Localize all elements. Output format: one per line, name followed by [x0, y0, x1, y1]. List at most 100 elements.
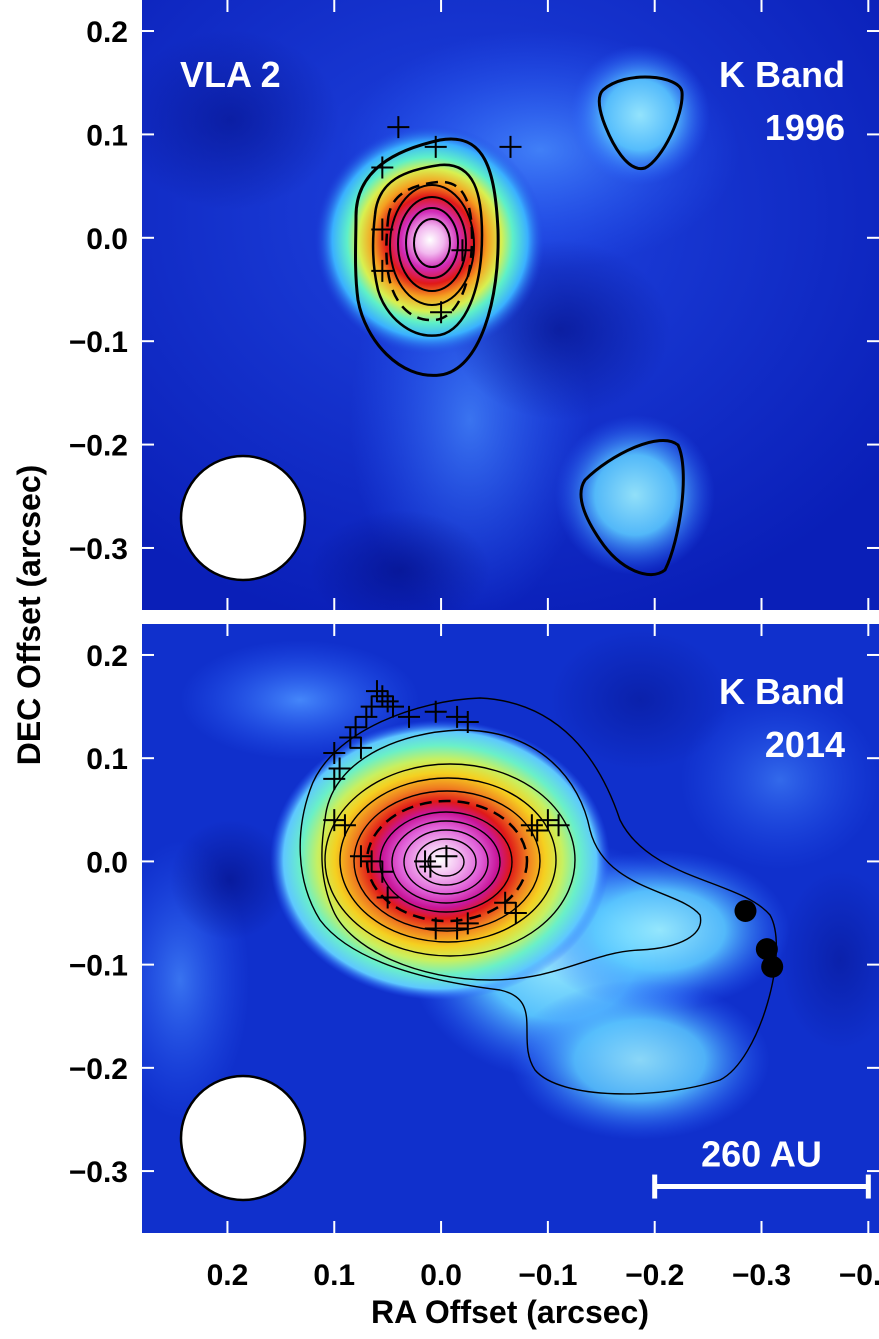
top-maser-cross [430, 301, 453, 324]
bottom-maser-cross [355, 705, 378, 728]
top-maser-cross [424, 135, 447, 158]
bottom-maser-crosses [323, 680, 570, 940]
x-tick-label: 0.1 [313, 1259, 355, 1292]
top-contours [354, 75, 685, 576]
bottom-maser-cross [414, 850, 437, 873]
top-label-band: K Band [719, 54, 845, 95]
scale-bar: 260 AU [652, 1134, 871, 1199]
top-contour-ne-blob [597, 75, 684, 170]
bottom-maser-cross [376, 690, 399, 713]
bottom-contour-9 [403, 829, 489, 895]
top-maser-cross [499, 135, 522, 158]
bottom-y-tick-label: 0.2 [86, 640, 128, 673]
bottom-maser-cross [371, 860, 394, 883]
bottom-dot [761, 955, 784, 978]
bottom-maser-cross [424, 917, 447, 940]
bottom-y-tick-label: −0.1 [69, 950, 128, 983]
bottom-dot [755, 938, 778, 961]
bottom-maser-cross [456, 912, 479, 935]
bottom-maser-cross [339, 726, 362, 749]
x-axis-title: RA Offset (arcsec) [371, 1294, 649, 1330]
bottom-maser-cross [547, 814, 570, 837]
bottom-label-band: K Band [719, 671, 845, 712]
top-contour-7 [413, 218, 451, 268]
bottom-contour-5 [353, 790, 541, 932]
top-y-tick-label: −0.1 [69, 326, 128, 359]
top-maser-cross [387, 116, 410, 139]
bottom-maser-cross [349, 845, 372, 868]
x-tick-label: 0.2 [207, 1259, 249, 1292]
top-heatmap [142, 0, 879, 610]
bottom-maser-cross [360, 850, 383, 873]
bottom-contour-8 [391, 820, 501, 904]
bottom-beam [179, 1074, 307, 1202]
bottom-maser-cross [446, 917, 469, 940]
y-axis-title: DEC Offset (arcsec) [11, 465, 47, 766]
bottom-y-tick-label: 0.0 [86, 846, 128, 879]
x-tick-label: −0.1 [518, 1259, 577, 1292]
top-maser-cross [371, 259, 394, 282]
scale-bar-label: 260 AU [701, 1134, 822, 1175]
bottom-axes: 0.2 0.1 0.0 −0.1 −0.2 −0.3 −0.4 0.2 0.1 0.0 −0.1 −0… [69, 624, 879, 1292]
x-tick-label: −0.2 [625, 1259, 684, 1292]
bottom-maser-cross [456, 711, 479, 734]
top-axes: 0.2 0.1 0.0 −0.1 −0.2 −0.3 [69, 0, 879, 610]
bottom-contour-4 [339, 777, 557, 943]
bottom-maser-cross [349, 736, 372, 759]
top-label-year: 1996 [765, 107, 845, 148]
top-maser-crosses [371, 116, 522, 324]
top-contour-2 [371, 163, 484, 337]
bottom-contour-3 [324, 763, 576, 957]
bottom-maser-cross [344, 716, 367, 739]
top-beam [179, 454, 307, 582]
bottom-maser-cross [446, 705, 469, 728]
bottom-y-tick-label: 0.1 [86, 743, 128, 776]
x-tick-label: −0.3 [732, 1259, 791, 1292]
top-y-tick-label: 0.0 [86, 223, 128, 256]
x-tick-label: −0.4 [839, 1259, 879, 1292]
bottom-maser-cross [365, 680, 388, 703]
bottom-maser-cross [360, 695, 383, 718]
bottom-maser-cross [333, 814, 356, 837]
bottom-maser-cross [323, 809, 346, 832]
bottom-maser-cross [323, 742, 346, 765]
top-contour-3 [385, 180, 474, 322]
bottom-maser-cross [323, 767, 346, 790]
bottom-label-year: 2014 [765, 724, 845, 765]
bottom-dot [734, 899, 757, 922]
bottom-maser-cross [520, 814, 543, 837]
bottom-maser-cross [419, 855, 442, 878]
top-contour-5 [397, 196, 467, 292]
top-maser-cross [451, 239, 474, 262]
top-label-source: VLA 2 [180, 54, 281, 95]
bottom-maser-cross [435, 845, 458, 868]
bottom-y-tick-label: −0.3 [69, 1156, 128, 1189]
top-contour-4 [389, 184, 475, 306]
top-y-tick-label: 0.1 [86, 119, 128, 152]
top-y-tick-label: −0.3 [69, 533, 128, 566]
bottom-maser-cross [398, 705, 421, 728]
top-contour-6 [405, 207, 459, 279]
bottom-maser-cross [494, 891, 517, 914]
bottom-contour-outer [299, 697, 778, 1095]
bottom-maser-cross [376, 886, 399, 909]
bottom-dots [734, 899, 784, 978]
top-panel: VLA 2 K Band 1996 0.2 0.1 0.0 −0.1 −0.2 −0.3 [69, 0, 879, 610]
top-maser-cross [371, 218, 394, 241]
bottom-maser-cross [526, 819, 549, 842]
bottom-maser-cross [382, 695, 405, 718]
top-y-tick-label: 0.2 [86, 16, 128, 49]
bottom-maser-cross [424, 700, 447, 723]
x-tick-label: 0.0 [420, 1259, 462, 1292]
bottom-y-tick-label: −0.2 [69, 1053, 128, 1086]
bottom-maser-cross [536, 809, 559, 832]
bottom-maser-cross [371, 685, 394, 708]
top-y-tick-label: −0.2 [69, 430, 128, 463]
top-maser-cross [371, 156, 394, 179]
top-contour-s-blob [579, 439, 685, 576]
bottom-contour-2 [321, 729, 702, 981]
bottom-panel: K Band 2014 260 AU 0.2 0.1 0.0 −0.1 −0.2 −0.3… [69, 624, 879, 1292]
bottom-maser-cross [504, 902, 527, 925]
bottom-maser-cross [328, 757, 351, 780]
